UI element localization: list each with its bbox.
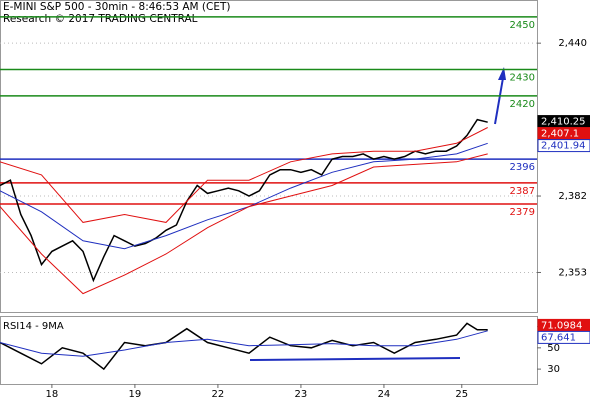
x-tick-label: 24: [378, 389, 391, 400]
series-line: [0, 330, 488, 357]
y-tick-label: 2,440: [558, 38, 587, 49]
forecast-arrow: [494, 77, 504, 125]
y-tick-label: 50: [547, 343, 560, 354]
rsi-trend-line: [249, 357, 461, 361]
rsi-title: RSI14 - 9MA: [3, 321, 64, 332]
level-label: 2387: [510, 186, 535, 197]
level-label: 2379: [510, 207, 535, 218]
series-line: [0, 118, 488, 283]
level-label: 2420: [510, 99, 535, 110]
price-label: 71.0984: [541, 320, 582, 331]
level-label: 2396: [510, 162, 535, 173]
price-label: 2,401.94: [541, 141, 586, 152]
x-tick-label: 25: [455, 389, 468, 400]
header-title: E-MINI S&P 500 - 30min - 8:46:53 AM (CET…: [3, 1, 231, 13]
price-panel: [0, 0, 538, 313]
level-label: 2450: [510, 20, 535, 31]
series-line: [0, 153, 488, 295]
y-tick-label: 30: [547, 364, 560, 375]
price-label-box: [537, 330, 590, 344]
x-tick-label: 23: [295, 389, 308, 400]
x-tick-label: 19: [129, 389, 142, 400]
y-tick-label: 2,382: [558, 191, 587, 202]
y-tick-label: 2,353: [558, 267, 587, 278]
price-label: 2,407.1: [541, 129, 579, 140]
price-label-box: [537, 139, 590, 153]
series-line: [0, 127, 488, 223]
level-label: 2430: [510, 73, 535, 84]
price-label: 67.641: [541, 332, 576, 343]
x-tick-label: 22: [212, 389, 225, 400]
series-line: [0, 322, 488, 371]
header-subtitle: Research © 2017 TRADING CENTRAL: [3, 13, 198, 25]
price-label: 2,410.25: [541, 117, 586, 128]
rsi-panel: [0, 316, 538, 385]
x-tick-label: 18: [46, 389, 59, 400]
